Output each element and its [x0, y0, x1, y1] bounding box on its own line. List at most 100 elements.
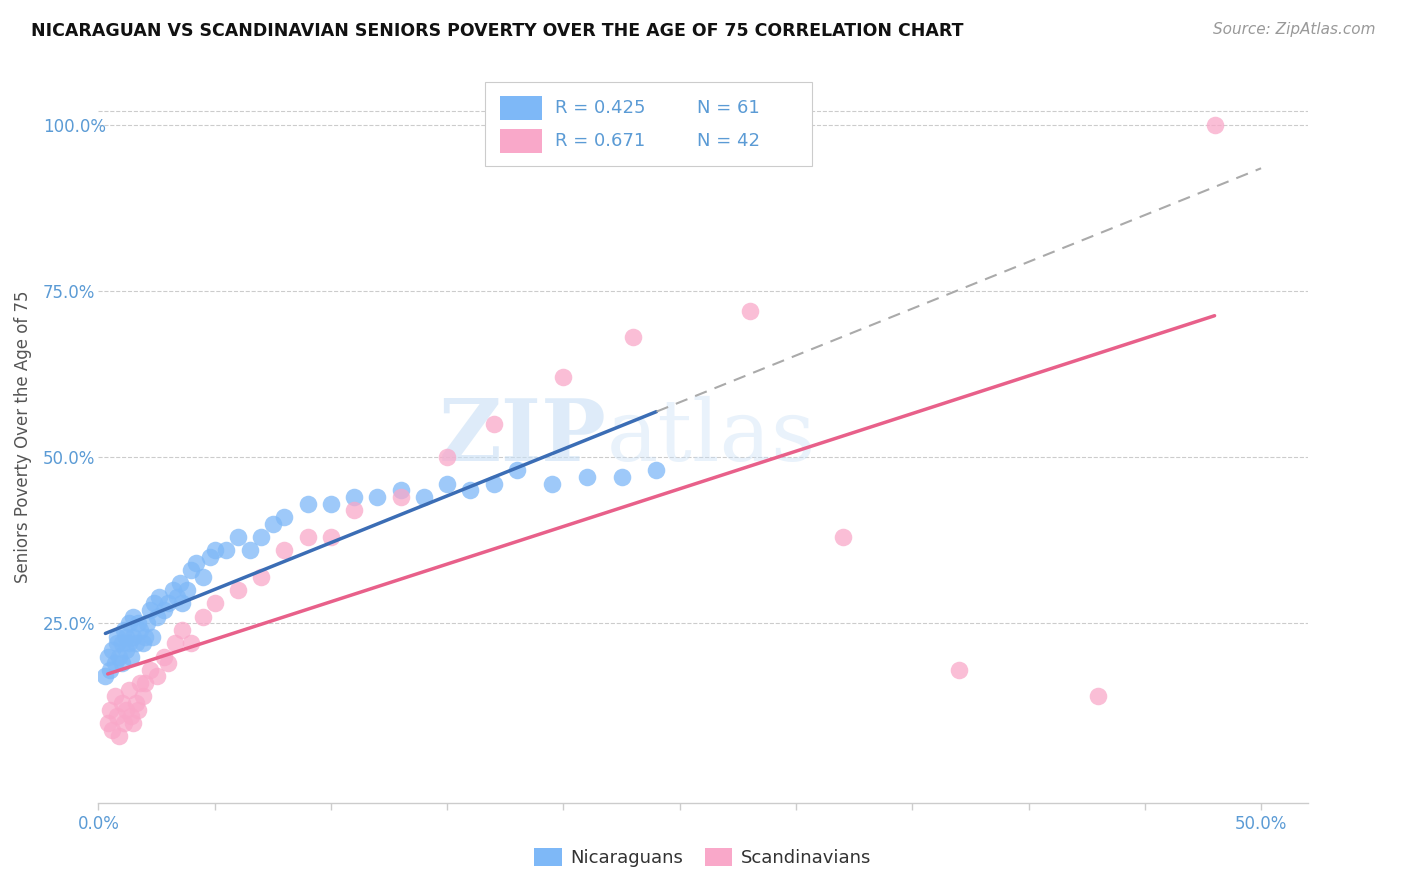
Point — [111, 696, 134, 710]
Point — [152, 649, 174, 664]
Point — [645, 463, 668, 477]
Point — [436, 476, 458, 491]
Text: atlas: atlas — [606, 395, 815, 479]
Point — [1204, 118, 1226, 132]
FancyBboxPatch shape — [501, 129, 543, 153]
Point — [115, 703, 138, 717]
Text: ZIP: ZIP — [439, 395, 606, 479]
Point — [129, 676, 152, 690]
Point — [124, 636, 146, 650]
Point — [273, 509, 295, 524]
Point — [273, 543, 295, 558]
Point — [111, 656, 134, 670]
Point — [101, 723, 124, 737]
Point — [104, 690, 127, 704]
Point — [152, 603, 174, 617]
Point — [460, 483, 482, 498]
Text: R = 0.425: R = 0.425 — [555, 99, 645, 117]
Point — [250, 530, 273, 544]
Point — [575, 470, 598, 484]
Point — [198, 549, 221, 564]
Point — [108, 649, 131, 664]
Point — [250, 570, 273, 584]
Point — [184, 557, 207, 571]
Point — [120, 649, 142, 664]
Point — [94, 669, 117, 683]
Point — [136, 616, 159, 631]
Point — [319, 530, 342, 544]
Point — [97, 716, 120, 731]
Point — [176, 582, 198, 597]
Point — [98, 703, 121, 717]
Point — [482, 476, 505, 491]
Point — [389, 483, 412, 498]
Point — [138, 663, 160, 677]
Point — [204, 596, 226, 610]
Point — [165, 636, 187, 650]
Point — [105, 709, 128, 723]
Point — [129, 623, 152, 637]
Point — [134, 676, 156, 690]
FancyBboxPatch shape — [485, 82, 811, 167]
FancyBboxPatch shape — [501, 96, 543, 120]
Point — [138, 603, 160, 617]
Point — [191, 570, 214, 584]
Point — [112, 716, 135, 731]
Point — [180, 563, 202, 577]
Point — [118, 682, 141, 697]
Point — [104, 656, 127, 670]
Point — [122, 609, 145, 624]
Point — [215, 543, 238, 558]
Point — [389, 490, 412, 504]
Point — [169, 576, 191, 591]
Point — [141, 630, 163, 644]
Point — [105, 636, 128, 650]
Point — [610, 470, 633, 484]
Text: N = 61: N = 61 — [697, 99, 759, 117]
Point — [262, 516, 284, 531]
Legend: Nicaraguans, Scandinavians: Nicaraguans, Scandinavians — [527, 840, 879, 874]
Text: R = 0.671: R = 0.671 — [555, 132, 645, 150]
Point — [98, 663, 121, 677]
Point — [127, 703, 149, 717]
Point — [297, 497, 319, 511]
Point — [621, 330, 644, 344]
Point — [145, 609, 167, 624]
Point — [145, 669, 167, 683]
Point — [148, 590, 170, 604]
Point — [101, 643, 124, 657]
Point — [172, 596, 194, 610]
Point — [162, 582, 184, 597]
Point — [157, 656, 180, 670]
Point — [319, 497, 342, 511]
Point — [239, 543, 262, 558]
Point — [124, 696, 146, 710]
Point — [131, 690, 153, 704]
Point — [118, 616, 141, 631]
Point — [115, 643, 138, 657]
Point — [948, 663, 970, 677]
Point — [112, 623, 135, 637]
Point — [111, 636, 134, 650]
Point — [366, 490, 388, 504]
Point — [131, 636, 153, 650]
Point — [1087, 690, 1109, 704]
Point — [226, 530, 249, 544]
Point — [108, 729, 131, 743]
Point — [157, 596, 180, 610]
Point — [436, 450, 458, 464]
Point — [738, 303, 761, 318]
Point — [143, 596, 166, 610]
Point — [540, 476, 562, 491]
Point — [191, 609, 214, 624]
Point — [204, 543, 226, 558]
Point — [118, 636, 141, 650]
Point — [120, 709, 142, 723]
Y-axis label: Seniors Poverty Over the Age of 75: Seniors Poverty Over the Age of 75 — [14, 291, 32, 583]
Text: NICARAGUAN VS SCANDINAVIAN SENIORS POVERTY OVER THE AGE OF 75 CORRELATION CHART: NICARAGUAN VS SCANDINAVIAN SENIORS POVER… — [31, 22, 963, 40]
Point — [343, 490, 366, 504]
Point — [127, 616, 149, 631]
Point — [166, 590, 188, 604]
Point — [482, 417, 505, 431]
Point — [134, 630, 156, 644]
